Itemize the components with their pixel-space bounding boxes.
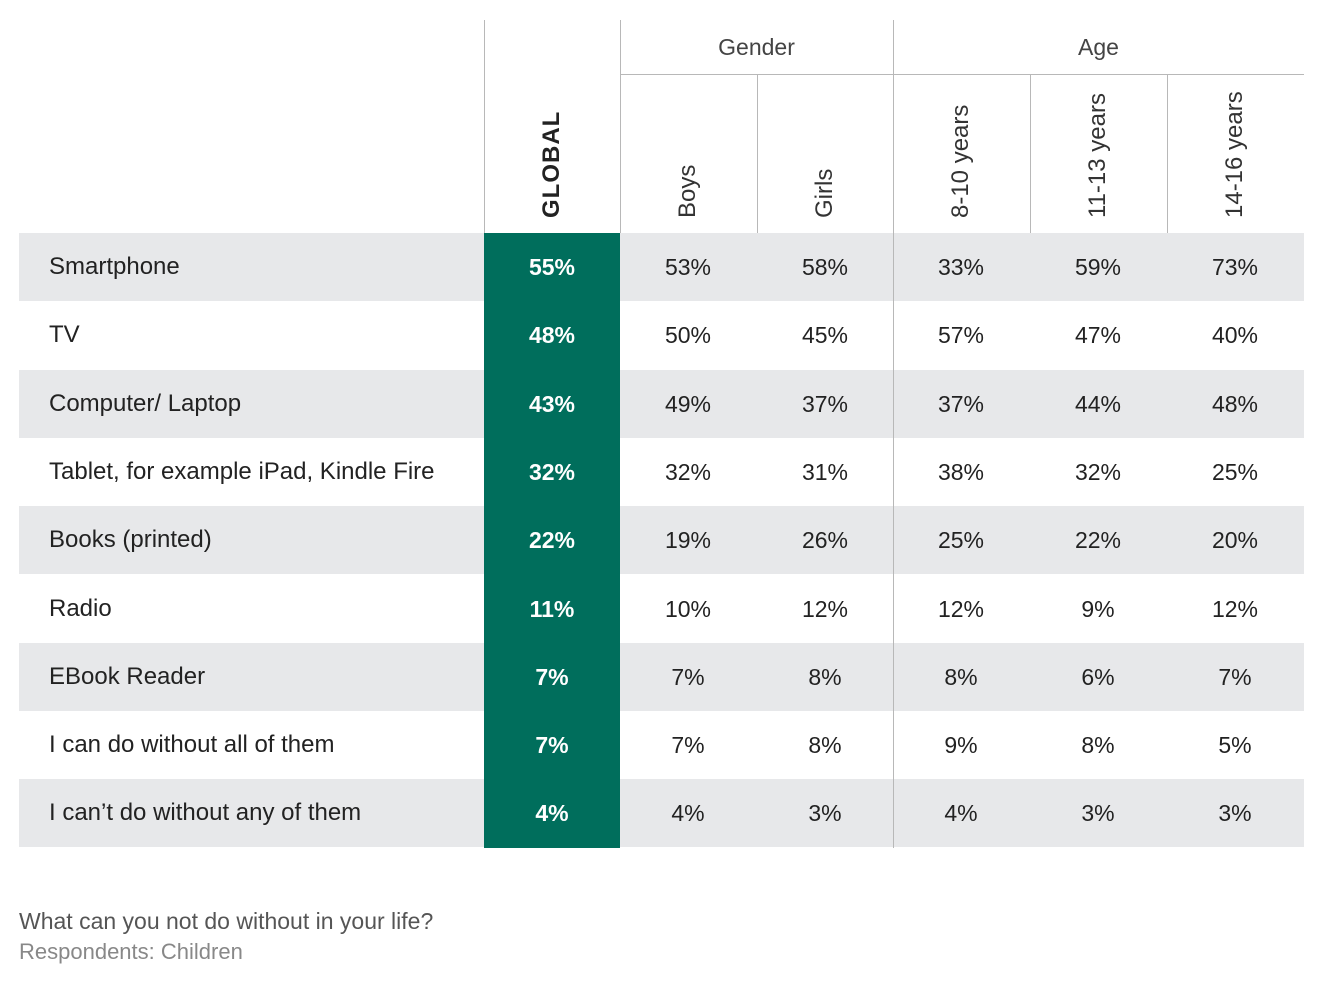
table-cell: 8% (808, 663, 842, 690)
table-cell: 57% (937, 322, 985, 349)
column-header: 11-13 years (1084, 93, 1111, 218)
row-label: EBook Reader (49, 662, 206, 690)
grid-line (620, 20, 621, 233)
grid-line (757, 74, 758, 233)
group-header-gender: Gender (718, 34, 795, 60)
table-cell: 7% (1218, 663, 1252, 690)
table-cell: 49% (664, 390, 712, 417)
table-cell: 10% (664, 595, 712, 622)
table-cell: 32% (1074, 458, 1122, 485)
table-cell: 8% (944, 663, 978, 690)
table-cell: 25% (937, 527, 985, 554)
table-cell: 45% (801, 322, 849, 349)
row-label: Books (printed) (49, 526, 212, 554)
row-label: Smartphone (49, 253, 180, 280)
table-row (19, 642, 1304, 711)
table-cell: 26% (801, 527, 849, 554)
table-cell: 12% (1211, 595, 1259, 622)
group-header-age: Age (1078, 34, 1119, 60)
column-header: Girls (811, 168, 838, 218)
row-label: Computer/ Laptop (49, 389, 242, 417)
table-row (19, 233, 1304, 301)
table-row (19, 779, 1304, 848)
global-value: 11% (529, 595, 575, 622)
table-cell: 6% (1081, 663, 1115, 690)
column-header: Boys (674, 164, 701, 218)
column-header: 8-10 years (947, 104, 974, 218)
table-cell: 37% (801, 390, 849, 417)
column-header: 14-16 years (1221, 91, 1248, 218)
row-label: Tablet, for example iPad, Kindle Fire (49, 457, 435, 485)
table-cell: 3% (1081, 800, 1115, 827)
row-label: I can’t do without any of them (49, 799, 362, 827)
table-cell: 44% (1074, 390, 1122, 417)
table-cell: 31% (801, 458, 849, 485)
table-cell: 32% (664, 458, 712, 485)
global-value: 55% (528, 254, 576, 280)
table-cell: 8% (1081, 732, 1115, 759)
table-cell: 48% (1211, 390, 1259, 417)
table-cell: 58% (801, 254, 849, 280)
group-underline (620, 74, 1304, 75)
table-cell: 19% (664, 527, 712, 554)
table-cell: 53% (664, 254, 712, 280)
table-row (19, 369, 1304, 438)
table-cell: 5% (1218, 732, 1252, 759)
data-table: Gender Age GLOBAL Boys Girls 8-10 years 11-13 … (19, 20, 1304, 848)
row-label: TV (49, 321, 80, 349)
global-value: 48% (528, 322, 576, 349)
table-row (19, 506, 1304, 575)
table-cell: 8% (808, 732, 842, 759)
row-label: I can do without all of them (49, 731, 335, 759)
respondents-note: Respondents: Children (19, 939, 243, 964)
row-label: Radio (49, 594, 112, 622)
global-value: 7% (535, 663, 569, 690)
global-column-highlight (484, 233, 620, 848)
table-cell: 7% (671, 663, 705, 690)
table-cell: 47% (1074, 322, 1122, 349)
survey-question: What can you not do without in your life… (19, 908, 434, 934)
table-cell: 4% (671, 800, 705, 827)
grid-line (1030, 74, 1031, 233)
global-value: 4% (535, 800, 569, 827)
global-value: 22% (528, 527, 576, 554)
table-cell: 59% (1074, 254, 1122, 280)
table-cell: 9% (944, 732, 978, 759)
table-cell: 3% (808, 800, 842, 827)
table-cell: 20% (1211, 527, 1259, 554)
column-header: GLOBAL (538, 110, 565, 218)
table-cell: 37% (937, 390, 985, 417)
grid-line (893, 20, 894, 848)
table-cell: 33% (937, 254, 985, 280)
global-value: 43% (528, 390, 576, 417)
table-cell: 12% (801, 595, 849, 622)
table-cell: 73% (1211, 254, 1259, 280)
global-value: 32% (528, 458, 576, 485)
table-cell: 38% (937, 458, 985, 485)
table-cell: 50% (664, 322, 712, 349)
global-value: 7% (535, 732, 569, 759)
table-cell: 4% (944, 800, 978, 827)
table-cell: 22% (1074, 527, 1122, 554)
table-cell: 25% (1211, 458, 1259, 485)
table-cell: 40% (1211, 322, 1259, 349)
grid-line (484, 20, 485, 233)
grid-line (1167, 74, 1168, 233)
table-cell: 7% (671, 732, 705, 759)
table-cell: 12% (937, 595, 985, 622)
table-cell: 3% (1218, 800, 1252, 827)
table-cell: 9% (1081, 595, 1115, 622)
